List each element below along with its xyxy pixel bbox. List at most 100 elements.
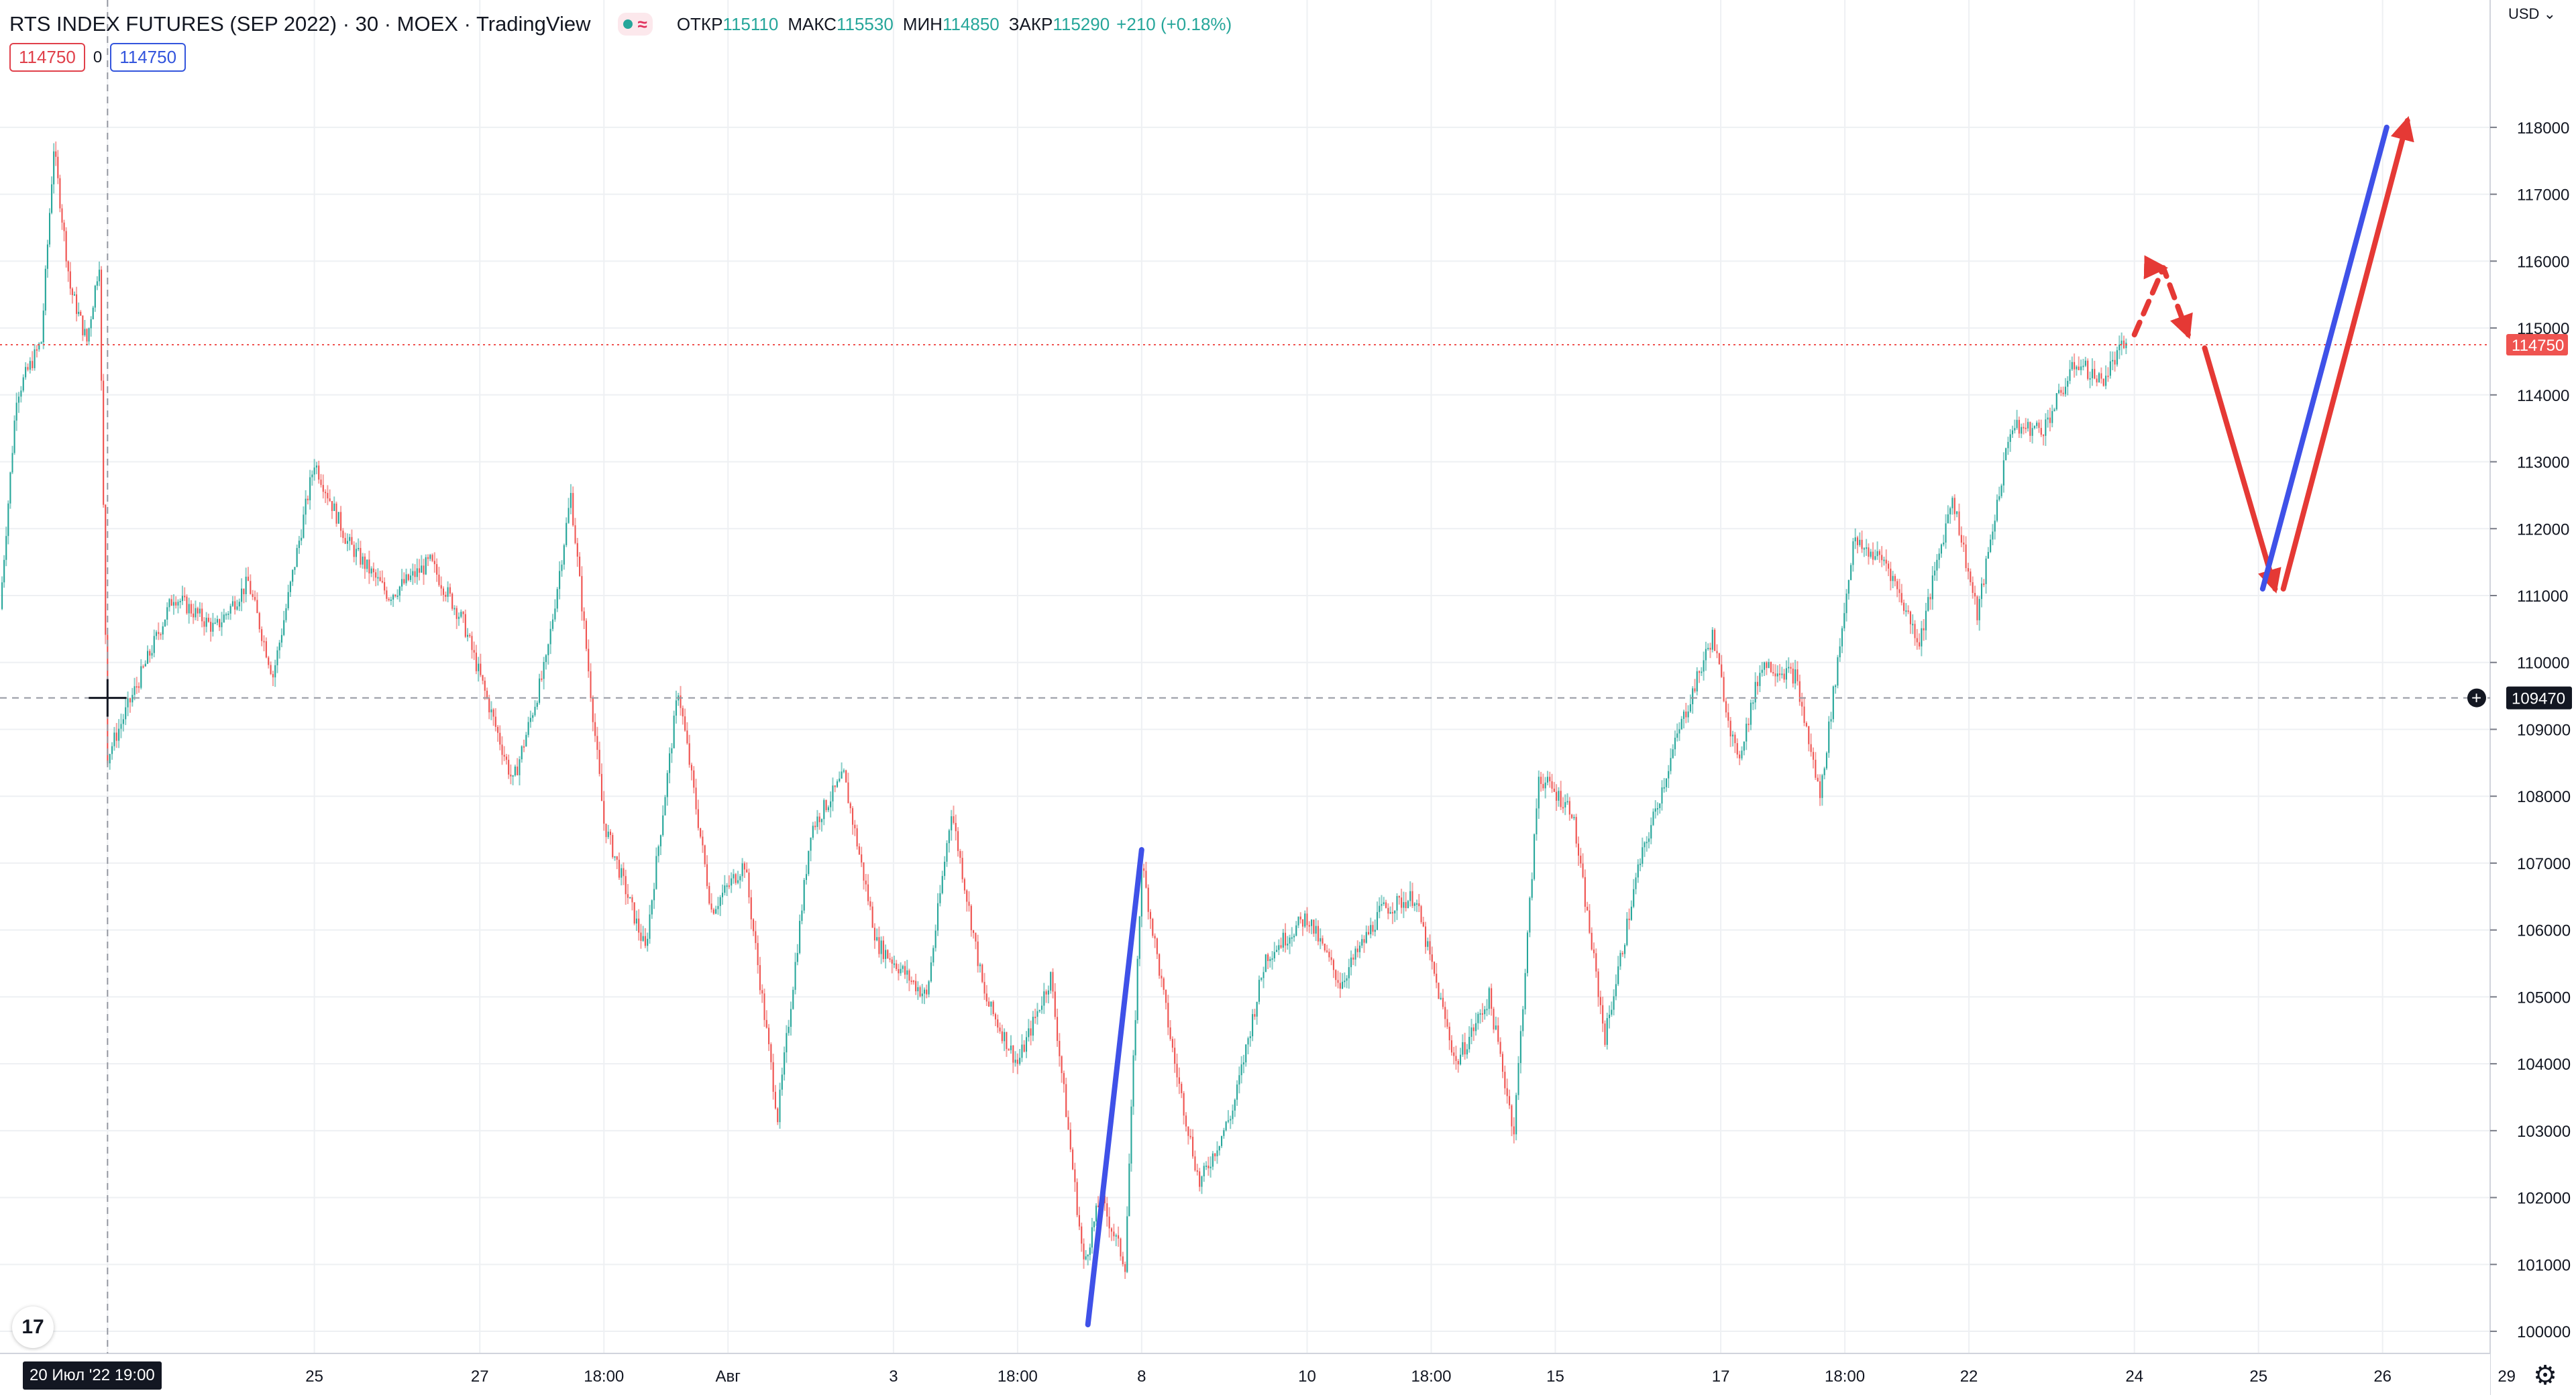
buy-button[interactable]: 114750: [110, 43, 186, 72]
candle-body: [1823, 768, 1825, 775]
trend-line-red[interactable]: [2280, 115, 2414, 592]
candle-body: [1792, 669, 1794, 684]
candle-body: [510, 774, 512, 777]
add-alert-icon[interactable]: [2467, 688, 2486, 708]
candle-body: [370, 568, 372, 574]
trend-line-blue[interactable]: [1085, 847, 1144, 1328]
price-tick-label: 105000: [2517, 989, 2571, 1007]
candle-body: [358, 548, 360, 550]
candle-body: [581, 575, 583, 612]
trend-line-red[interactable]: [2202, 345, 2282, 594]
candle-body: [779, 1089, 781, 1123]
time-axis[interactable]: 25 27 18:00 Авг 3 18:00 8 10 18:00 15 17 18:00 22 24 2…: [0, 1353, 2516, 1395]
candle-body: [320, 480, 322, 486]
candle-body: [1271, 958, 1273, 960]
candle-body: [1140, 868, 1142, 917]
crosshair-date-label: 20 Июл '22 19:00: [23, 1361, 162, 1390]
candle-body: [301, 537, 303, 541]
candle-body: [1564, 801, 1566, 807]
candle-body: [1524, 972, 1526, 1009]
candle-body: [801, 910, 803, 922]
price-tick-label: 100000: [2517, 1323, 2571, 1341]
candle-body: [1943, 543, 1945, 545]
candle-body: [351, 537, 353, 545]
market-status-pill[interactable]: ≈: [617, 13, 653, 36]
candle-body: [480, 663, 482, 675]
time-tick-label: 18:00: [584, 1368, 624, 1386]
candle-body: [1183, 1093, 1185, 1116]
candle-body: [1240, 1064, 1242, 1076]
candle-body: [144, 663, 146, 667]
candle-body: [2109, 361, 2111, 376]
currency-selector[interactable]: USD ⌄: [2508, 5, 2556, 23]
candle-body: [1293, 936, 1295, 938]
trend-line-blue[interactable]: [2259, 124, 2390, 592]
candle-body: [1481, 1013, 1483, 1015]
trend-line-red[interactable]: [2131, 255, 2193, 339]
candle-body: [1723, 677, 1725, 702]
candle-body: [849, 803, 851, 809]
candle-body: [1218, 1146, 1220, 1151]
candle-body: [1313, 919, 1315, 934]
currency-label: USD: [2508, 5, 2540, 22]
candle-body: [631, 897, 633, 903]
candle-body: [1078, 1215, 1080, 1227]
candle-body: [1205, 1165, 1208, 1167]
candle-body: [294, 567, 296, 570]
candle-body: [666, 773, 668, 797]
candle-body: [977, 941, 979, 966]
candle-body: [1163, 978, 1165, 990]
candle-body: [1479, 1013, 1481, 1015]
candle-body: [1748, 724, 1750, 726]
candle-body: [1199, 1171, 1201, 1187]
candle-body: [490, 709, 492, 713]
candle-body: [1126, 1216, 1128, 1272]
candle-body: [1189, 1135, 1191, 1137]
tradingview-logo-icon[interactable]: 17: [12, 1306, 54, 1348]
candle-body: [1990, 539, 1992, 552]
candle-body: [1280, 945, 1282, 948]
plus-icon[interactable]: +: [2471, 688, 2481, 708]
candle-body: [761, 990, 763, 994]
candle-body: [1642, 847, 1644, 864]
candle-body: [199, 608, 201, 614]
candle-body: [193, 613, 195, 618]
candle-body: [1282, 932, 1284, 948]
candle-body: [910, 981, 912, 983]
candle-body: [915, 981, 917, 992]
candle-body: [847, 782, 849, 803]
candle-body: [592, 698, 594, 722]
candle-body: [688, 743, 690, 765]
candle-body: [309, 477, 311, 500]
drawings[interactable]: [1085, 115, 2414, 1328]
candle-body: [1599, 997, 1601, 1005]
candle-body: [349, 537, 351, 541]
ohlc-key: МИН: [902, 13, 943, 34]
crosshair-price-badge: [2506, 686, 2572, 710]
candle-body: [1938, 553, 1940, 560]
candle-body: [1828, 721, 1830, 753]
candle-body: [926, 989, 928, 995]
candle-body: [1903, 602, 1905, 611]
candle-body: [700, 828, 702, 837]
candle-body: [717, 905, 719, 909]
candle-body: [392, 594, 394, 600]
gear-icon[interactable]: ⚙: [2533, 1361, 2557, 1390]
candle-body: [2040, 428, 2042, 435]
candle-body: [2012, 430, 2014, 435]
candle-body: [873, 928, 875, 941]
sell-button[interactable]: 114750: [9, 43, 85, 72]
candle-body: [325, 492, 327, 494]
candle-body: [1907, 610, 1909, 612]
symbol-title[interactable]: RTS INDEX FUTURES (SEP 2022) · 30 · MOEX…: [9, 12, 591, 36]
candle-body: [891, 959, 893, 964]
candle-body: [1685, 711, 1687, 718]
candle-body: [1420, 906, 1422, 922]
candle-body: [594, 722, 596, 736]
candle-body: [2029, 422, 2031, 436]
candle-body: [190, 604, 192, 614]
candle-body: [1335, 970, 1337, 981]
candle-body: [1513, 1126, 1515, 1135]
candle-body: [13, 421, 15, 453]
